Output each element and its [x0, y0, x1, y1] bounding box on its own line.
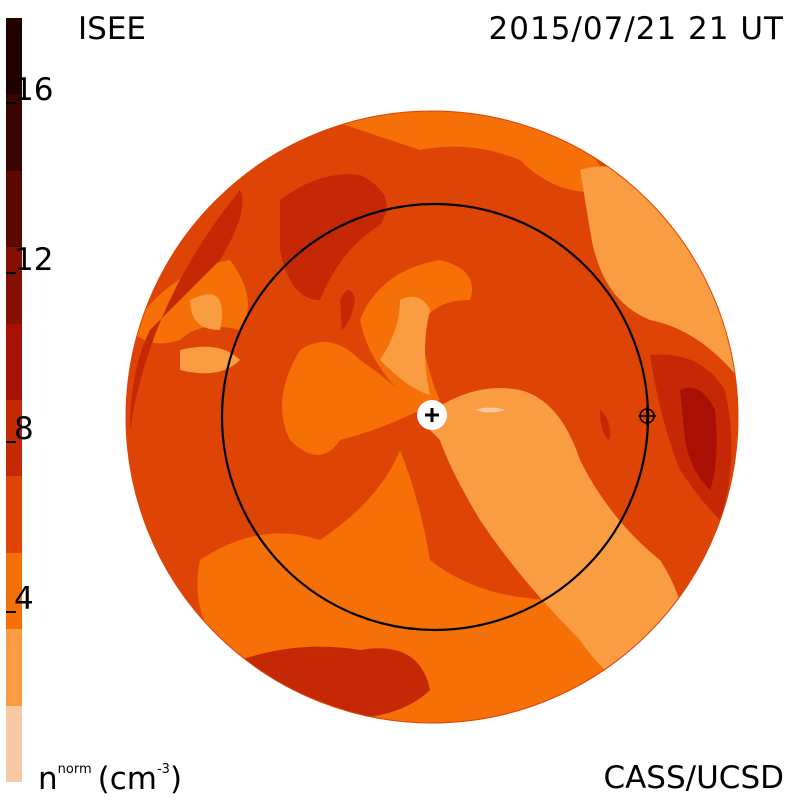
colorbar-level	[6, 170, 22, 248]
observatory-label: ISEE	[78, 11, 146, 47]
unit-label: nnorm (cm-3)	[38, 763, 182, 795]
colorbar	[6, 18, 22, 782]
colorbar-tick	[6, 271, 16, 274]
unit-superscript: -3	[156, 762, 170, 777]
colorbar-level	[6, 705, 22, 782]
colorbar-level	[6, 247, 22, 324]
sun-marker	[417, 400, 447, 430]
quantity-symbol: n	[38, 761, 58, 797]
colorbar-tick-label: 12	[14, 241, 54, 278]
orbit-ring	[220, 202, 650, 632]
colorbar-level	[6, 476, 22, 553]
colorbar-tick	[6, 441, 16, 444]
earth-marker	[638, 407, 656, 425]
colorbar-level	[6, 552, 22, 630]
colorbar-level	[6, 18, 22, 95]
colorbar-level	[6, 629, 22, 706]
colorbar-level	[6, 94, 22, 171]
colorbar-tick-label: 8	[14, 411, 34, 448]
unit-close: )	[169, 761, 183, 797]
colorbar-level	[6, 323, 22, 400]
colorbar-tick-label: 4	[14, 581, 34, 618]
datetime-label: 2015/07/21 21 UT	[488, 11, 784, 47]
unit-text: (cm	[97, 761, 157, 797]
colorbar-tick	[6, 101, 16, 104]
colorbar-tick-label: 16	[14, 71, 54, 108]
colorbar-tick	[6, 611, 16, 614]
colorbar-level	[6, 399, 22, 477]
quantity-superscript: norm	[57, 762, 92, 777]
credit-label: CASS/UCSD	[603, 760, 784, 796]
